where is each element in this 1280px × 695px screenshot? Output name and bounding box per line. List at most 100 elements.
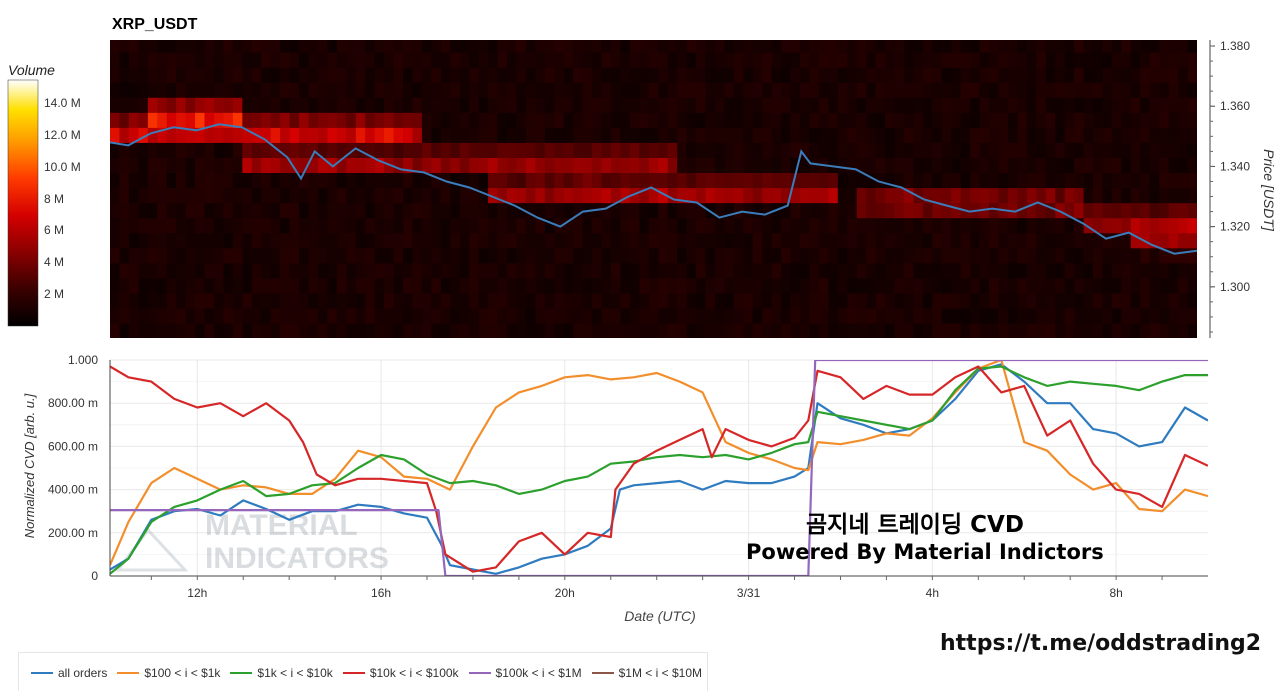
legend-item[interactable]: all orders xyxy=(31,666,107,680)
heatmap-cell xyxy=(213,127,225,143)
heatmap-cell xyxy=(582,322,593,338)
heatmap-cell xyxy=(280,112,291,128)
heatmap-cell xyxy=(506,52,518,68)
heatmap-cell xyxy=(1074,187,1085,204)
heatmap-cell xyxy=(516,307,527,324)
heatmap-cell xyxy=(280,217,291,234)
heatmap-cell xyxy=(1083,322,1094,338)
heatmap-cell xyxy=(1064,307,1075,324)
heatmap-cell xyxy=(705,52,716,68)
heatmap-cell xyxy=(280,277,291,294)
heatmap-cell xyxy=(771,40,782,53)
heatmap-cell xyxy=(346,127,357,143)
heatmap-cell xyxy=(525,67,536,83)
heatmap-cell xyxy=(1007,217,1019,234)
heatmap-cell xyxy=(875,322,886,338)
heatmap-cell xyxy=(232,277,243,294)
heatmap-cell xyxy=(743,52,754,68)
heatmap-cell xyxy=(1055,322,1066,338)
heatmap-cell xyxy=(497,247,508,264)
heatmap-cell xyxy=(459,187,470,204)
heatmap-cell xyxy=(1187,292,1197,309)
heatmap-cell xyxy=(629,127,640,143)
heatmap-cell xyxy=(365,112,376,128)
heatmap-cell xyxy=(431,172,442,189)
legend-item[interactable]: $1k < i < $10k xyxy=(230,666,333,680)
heatmap-cell xyxy=(696,262,707,279)
telegram-link[interactable]: https://t.me/oddstrading2 xyxy=(940,631,1262,656)
heatmap-cell xyxy=(696,202,707,219)
heatmap-cell xyxy=(232,262,243,279)
heatmap-cell xyxy=(1055,52,1066,68)
heatmap-cell xyxy=(213,202,225,219)
heatmap-cell xyxy=(856,232,867,249)
heatmap-cell xyxy=(195,292,206,309)
heatmap-cell xyxy=(686,262,697,279)
legend-item[interactable]: $10k < i < $100k xyxy=(342,666,459,680)
heatmap-cell xyxy=(403,322,414,338)
heatmap-cell xyxy=(242,232,253,249)
heatmap-cell xyxy=(837,307,848,324)
heatmap-cell xyxy=(762,277,773,294)
heatmap-cell xyxy=(1064,277,1075,294)
heatmap-cell xyxy=(1178,112,1189,128)
heatmap-cell xyxy=(1102,307,1113,324)
colorbar-tick-label: 2 M xyxy=(44,287,64,301)
heatmap-cell xyxy=(658,67,669,83)
heatmap-cell xyxy=(809,172,820,189)
heatmap-cell xyxy=(403,82,414,98)
heatmap-cell xyxy=(308,232,319,249)
heatmap-cell xyxy=(866,52,877,68)
heatmap-cell xyxy=(384,232,395,249)
heatmap-cell xyxy=(488,202,499,219)
heatmap-cell xyxy=(516,142,527,158)
heatmap-cell xyxy=(204,127,215,143)
heatmap-cell xyxy=(781,247,792,264)
heatmap-cell xyxy=(223,232,234,249)
heatmap-cell xyxy=(213,187,225,204)
heatmap-cell xyxy=(336,97,347,113)
heatmap-cell xyxy=(960,232,971,249)
heatmap-cell xyxy=(894,247,905,264)
heatmap-cell xyxy=(469,232,480,249)
heatmap-cell xyxy=(450,82,461,98)
heatmap-cell xyxy=(951,40,962,53)
heatmap-cell xyxy=(119,187,130,204)
heatmap-cell xyxy=(818,307,829,324)
heatmap-cell xyxy=(1093,262,1104,279)
heatmap-cell xyxy=(110,307,121,324)
heatmap-cell xyxy=(1159,172,1170,189)
heatmap-cell xyxy=(1140,82,1151,98)
heatmap-cell xyxy=(610,202,622,219)
heatmap-cell xyxy=(563,262,574,279)
heatmap-cell xyxy=(289,292,300,309)
heatmap-cell xyxy=(261,322,272,338)
legend-item[interactable]: $100k < i < $1M xyxy=(468,666,582,680)
legend-item[interactable]: $1M < i < $10M xyxy=(591,666,702,680)
heatmap-cell xyxy=(866,232,877,249)
heatmap-cell xyxy=(563,247,574,264)
heatmap-cell xyxy=(138,157,149,174)
heatmap-cell xyxy=(573,247,584,264)
heatmap-cell xyxy=(582,82,593,98)
heatmap-cell xyxy=(828,127,839,143)
heatmap-cell xyxy=(922,202,933,219)
heatmap-cell xyxy=(620,247,631,264)
heatmap-cell xyxy=(1083,172,1094,189)
heatmap-cell xyxy=(1074,97,1085,113)
heatmap-cell xyxy=(317,67,328,83)
heatmap-cell xyxy=(289,157,300,174)
heatmap-cell xyxy=(563,217,574,234)
heatmap-cell xyxy=(686,217,697,234)
heatmap-cell xyxy=(176,97,187,113)
heatmap-cell xyxy=(223,142,234,158)
watermark-line2: INDICATORS xyxy=(205,542,389,575)
heatmap-cell xyxy=(336,142,347,158)
heatmap-cell xyxy=(1111,82,1122,98)
heatmap-cell xyxy=(166,307,177,324)
heatmap-cell xyxy=(403,142,414,158)
legend-item[interactable]: $100 < i < $1k xyxy=(117,666,220,680)
heatmap-cell xyxy=(970,127,981,143)
heatmap-cell xyxy=(176,112,187,128)
